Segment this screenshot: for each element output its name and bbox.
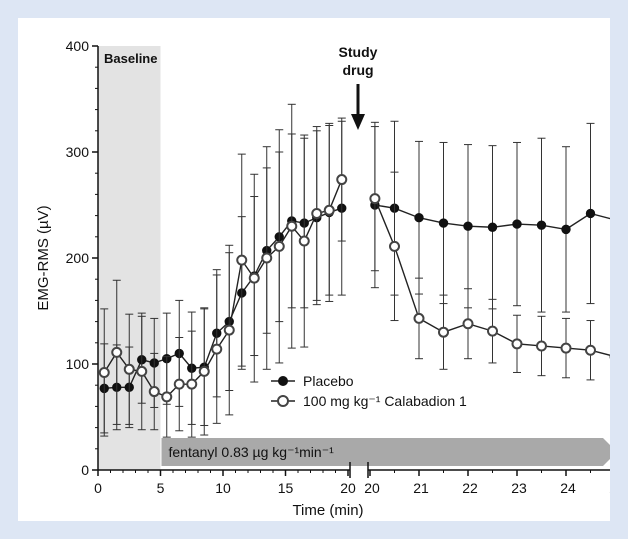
placebo-point bbox=[561, 224, 571, 235]
calabadion-point bbox=[323, 204, 335, 216]
placebo-point bbox=[585, 208, 596, 219]
placebo-point bbox=[512, 219, 522, 229]
calabadion-point bbox=[198, 365, 210, 377]
y-tick-label: 300 bbox=[66, 144, 90, 160]
calabadion-point bbox=[438, 326, 449, 338]
calabadion-point bbox=[560, 342, 572, 354]
calabadion-point bbox=[511, 338, 523, 350]
series-layer bbox=[98, 103, 610, 438]
x-tick-label: 25 bbox=[609, 480, 610, 496]
placebo-point bbox=[536, 220, 547, 230]
x-tick-label: 20 bbox=[364, 480, 380, 496]
calabadion-point bbox=[286, 220, 298, 232]
calabadion-point bbox=[336, 174, 348, 186]
infusion-label: fentanyl 0.83 µg kg⁻¹min⁻¹ bbox=[169, 444, 335, 460]
calabadion-point bbox=[487, 325, 498, 337]
legend-calabadion-marker bbox=[277, 395, 289, 407]
x-tick-label: 5 bbox=[157, 480, 165, 496]
calabadion-point bbox=[389, 240, 400, 252]
baseline-label: Baseline bbox=[104, 51, 157, 66]
y-tick-label: 100 bbox=[66, 356, 90, 372]
x-tick-label: 10 bbox=[215, 480, 231, 496]
legend: Placebo 100 mg kg⁻¹ Calabadion 1 bbox=[271, 373, 467, 409]
legend-calabadion-label: 100 mg kg⁻¹ Calabadion 1 bbox=[303, 393, 467, 409]
y-tick-label: 400 bbox=[66, 38, 90, 54]
calabadion-point bbox=[273, 240, 285, 252]
placebo-point bbox=[438, 218, 449, 228]
calabadion-point bbox=[148, 386, 160, 398]
calabadion-point bbox=[186, 378, 198, 390]
legend-placebo-marker bbox=[278, 376, 288, 386]
calabadion-point bbox=[173, 378, 185, 390]
x-tick-label: 20 bbox=[340, 480, 356, 496]
calabadion-point bbox=[248, 272, 260, 284]
x-tick-label: 24 bbox=[560, 480, 576, 496]
study-drug-arrow-head bbox=[351, 114, 365, 130]
calabadion-point bbox=[223, 324, 235, 336]
calabadion-point bbox=[211, 343, 223, 355]
calabadion-point bbox=[123, 363, 135, 375]
calabadion-point bbox=[236, 254, 248, 266]
placebo-point bbox=[463, 221, 473, 231]
emg-chart: Baseline fentanyl 0.83 µg kg⁻¹min⁻¹ 0100… bbox=[35, 38, 610, 519]
placebo-point bbox=[414, 213, 424, 223]
calabadion-point bbox=[311, 207, 323, 219]
calabadion-point bbox=[462, 318, 474, 330]
calabadion-point bbox=[369, 193, 381, 205]
calabadion-point bbox=[261, 252, 273, 264]
x-tick-label: 22 bbox=[462, 480, 478, 496]
y-tick-label: 200 bbox=[66, 250, 90, 266]
calabadion-point bbox=[111, 346, 123, 358]
calabadion-point bbox=[298, 235, 310, 247]
study-drug-label: Study bbox=[339, 44, 378, 60]
legend-placebo-label: Placebo bbox=[303, 373, 354, 389]
axes: 0 100 200 300 400 0 5 10 15 20 20 21 22 23 24 25 bbox=[66, 38, 610, 496]
calabadion-point bbox=[136, 365, 148, 377]
calabadion-point bbox=[413, 312, 425, 324]
placebo-point bbox=[487, 222, 498, 232]
calabadion-point bbox=[585, 344, 596, 356]
x-tick-label: 15 bbox=[278, 480, 294, 496]
calabadion-point bbox=[98, 366, 110, 378]
x-tick-label: 23 bbox=[511, 480, 527, 496]
figure-panel: Baseline fentanyl 0.83 µg kg⁻¹min⁻¹ 0 100… bbox=[18, 18, 610, 521]
study-drug-label-line2: drug bbox=[342, 62, 373, 78]
infusion-arrow bbox=[161, 438, 610, 466]
x-tick-label: 21 bbox=[413, 480, 429, 496]
down-arrow-icon bbox=[351, 84, 365, 130]
calabadion-point bbox=[161, 391, 173, 403]
x-tick-label: 0 bbox=[94, 480, 102, 496]
x-axis-label: Time (min) bbox=[292, 502, 363, 519]
y-axis-label: EMG-RMS (µV) bbox=[35, 205, 52, 310]
y-tick-label: 0 bbox=[81, 462, 89, 478]
calabadion-point bbox=[536, 340, 547, 352]
